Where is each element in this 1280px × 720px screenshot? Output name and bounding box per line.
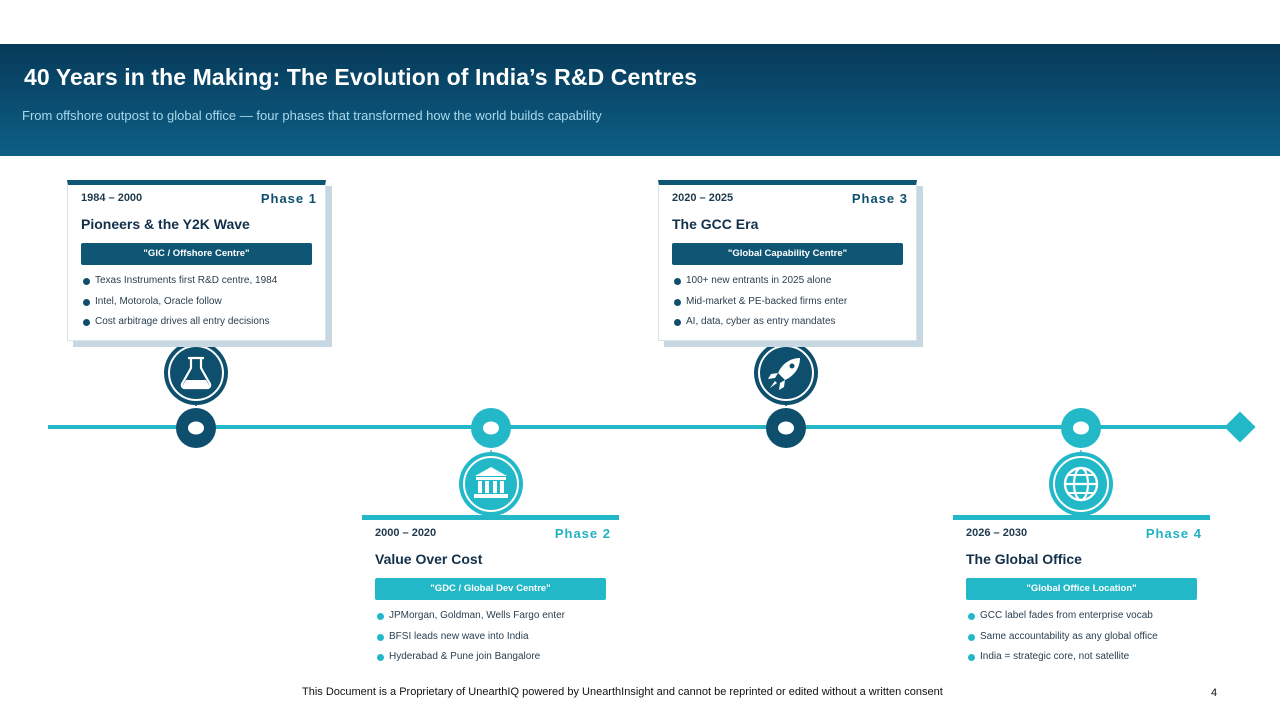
phase-bullets: GCC label fades from enterprise vocab Sa…	[967, 610, 1158, 672]
phase-tag: "Global Capability Centre"	[672, 243, 903, 265]
list-item: Texas Instruments first R&D centre, 1984	[82, 275, 277, 296]
page-title: 40 Years in the Making: The Evolution of…	[24, 64, 698, 90]
timeline-arrow-head	[1224, 411, 1256, 443]
rocket-icon	[754, 341, 818, 405]
list-item: Cost arbitrage drives all entry decision…	[82, 316, 277, 337]
phase-years: 2020 – 2025	[672, 192, 734, 204]
phase-label: Phase 3	[851, 191, 908, 206]
phase-bullets: 100+ new entrants in 2025 alone Mid-mark…	[673, 275, 847, 337]
header-banner: 40 Years in the Making: The Evolution of…	[0, 44, 1280, 156]
list-item: Same accountability as any global office	[967, 631, 1158, 652]
phase-card-2: 2000 – 2020 Phase 2 Value Over Cost "GDC…	[362, 515, 619, 675]
flask-icon	[164, 341, 228, 405]
phase-tag: "Global Office Location"	[966, 578, 1197, 600]
list-item: AI, data, cyber as entry mandates	[673, 316, 847, 337]
phase-card-1: 1984 – 2000 Phase 1 Pioneers & the Y2K W…	[67, 180, 326, 341]
phase-bullets: JPMorgan, Goldman, Wells Fargo enter BFS…	[376, 610, 565, 672]
phase-tag: "GDC / Global Dev Centre"	[375, 578, 606, 600]
phase-card-4: 2026 – 2030 Phase 4 The Global Office "G…	[953, 515, 1210, 675]
list-item: Mid-market & PE-backed firms enter	[673, 296, 847, 317]
page-subtitle: From offshore outpost to global office —…	[22, 108, 602, 123]
list-item: GCC label fades from enterprise vocab	[967, 610, 1158, 631]
bank-icon	[459, 452, 523, 516]
phase-label: Phase 1	[260, 191, 317, 206]
phase-years: 1984 – 2000	[81, 192, 143, 204]
phase-label: Phase 2	[554, 526, 611, 541]
phase-title: The Global Office	[966, 551, 1082, 567]
phase-title: The GCC Era	[672, 216, 759, 232]
globe-icon	[1049, 452, 1113, 516]
timeline-node-2	[471, 408, 511, 448]
list-item: BFSI leads new wave into India	[376, 631, 565, 652]
phase-title: Value Over Cost	[375, 551, 483, 567]
footer-disclaimer: This Document is a Proprietary of Uneart…	[302, 686, 943, 698]
phase-title: Pioneers & the Y2K Wave	[81, 216, 250, 232]
timeline-node-3	[766, 408, 806, 448]
phase-tag: "GIC / Offshore Centre"	[81, 243, 312, 265]
page-number: 4	[1211, 687, 1218, 699]
list-item: 100+ new entrants in 2025 alone	[673, 275, 847, 296]
phase-card-3: 2020 – 2025 Phase 3 The GCC Era "Global …	[658, 180, 917, 341]
phase-label: Phase 4	[1145, 526, 1202, 541]
list-item: Hyderabad & Pune join Bangalore	[376, 651, 565, 672]
phase-years: 2026 – 2030	[966, 527, 1028, 539]
timeline-node-1	[176, 408, 216, 448]
list-item: JPMorgan, Goldman, Wells Fargo enter	[376, 610, 565, 631]
phase-bullets: Texas Instruments first R&D centre, 1984…	[82, 275, 277, 337]
list-item: Intel, Motorola, Oracle follow	[82, 296, 277, 317]
phase-years: 2000 – 2020	[375, 527, 437, 539]
timeline-node-4	[1061, 408, 1101, 448]
list-item: India = strategic core, not satellite	[967, 651, 1158, 672]
